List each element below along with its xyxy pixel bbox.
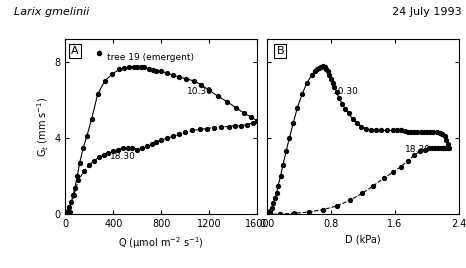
X-axis label: Q (μmol m$^{-2}$ s$^{-1}$): Q (μmol m$^{-2}$ s$^{-1}$) [118,235,204,251]
Text: 24 July 1993: 24 July 1993 [392,7,461,17]
Text: tree 19 (emergent): tree 19 (emergent) [108,53,194,62]
X-axis label: D (kPa): D (kPa) [345,235,381,245]
Text: 10.30: 10.30 [186,87,212,96]
Text: 18.30: 18.30 [110,152,136,161]
Text: 10.30: 10.30 [333,87,358,96]
Text: A: A [71,46,79,56]
Text: Larix gmelinii: Larix gmelinii [14,7,89,17]
Text: B: B [276,46,284,56]
Text: 18.30: 18.30 [405,145,431,154]
Y-axis label: G$_t$ (mm s$^{-1}$): G$_t$ (mm s$^{-1}$) [36,96,51,157]
